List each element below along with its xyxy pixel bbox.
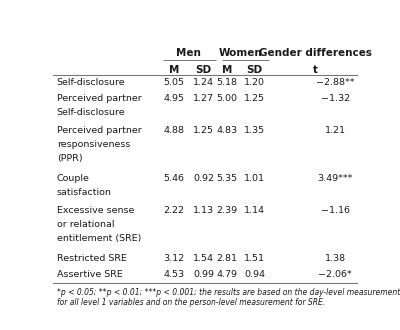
Text: 1.25: 1.25 [193,126,214,135]
Text: 1.14: 1.14 [244,206,265,215]
Text: 1.38: 1.38 [325,254,346,263]
Text: −1.16: −1.16 [321,206,350,215]
Text: 4.83: 4.83 [216,126,237,135]
Text: 4.88: 4.88 [164,126,184,135]
Text: M: M [169,65,179,75]
Text: 0.94: 0.94 [244,270,265,279]
Text: SD: SD [246,65,263,75]
Text: entitlement (SRE): entitlement (SRE) [57,234,141,243]
Text: 1.13: 1.13 [193,206,214,215]
Text: 5.00: 5.00 [216,94,237,103]
Text: 4.95: 4.95 [164,94,184,103]
Text: 5.35: 5.35 [216,174,237,183]
Text: 1.21: 1.21 [325,126,346,135]
Text: Gender differences: Gender differences [258,49,372,58]
Text: 1.35: 1.35 [244,126,265,135]
Text: Self-disclosure: Self-disclosure [57,78,126,87]
Text: (PPR): (PPR) [57,154,82,163]
Text: satisfaction: satisfaction [57,188,112,197]
Text: 1.20: 1.20 [244,78,265,87]
Text: 1.54: 1.54 [193,254,214,263]
Text: 3.49***: 3.49*** [318,174,353,183]
Text: Restricted SRE: Restricted SRE [57,254,127,263]
Text: −2.06*: −2.06* [318,270,352,279]
Text: 1.27: 1.27 [193,94,214,103]
Text: 2.81: 2.81 [216,254,237,263]
Text: 0.92: 0.92 [193,174,214,183]
Text: −2.88**: −2.88** [316,78,354,87]
Text: Excessive sense: Excessive sense [57,206,134,215]
Text: 2.39: 2.39 [216,206,237,215]
Text: 2.22: 2.22 [164,206,184,215]
Text: Perceived partner: Perceived partner [57,126,142,135]
Text: or relational: or relational [57,220,114,229]
Text: Women: Women [219,49,262,58]
Text: 5.46: 5.46 [164,174,184,183]
Text: t: t [312,65,318,75]
Text: 4.53: 4.53 [164,270,184,279]
Text: Assertive SRE: Assertive SRE [57,270,122,279]
Text: 0.99: 0.99 [193,270,214,279]
Text: Men: Men [176,49,200,58]
Text: −1.32: −1.32 [321,94,350,103]
Text: responsiveness: responsiveness [57,140,130,149]
Text: M: M [222,65,232,75]
Text: 1.01: 1.01 [244,174,265,183]
Text: 4.79: 4.79 [216,270,237,279]
Text: 3.12: 3.12 [164,254,184,263]
Text: 1.25: 1.25 [244,94,265,103]
Text: Couple: Couple [57,174,90,183]
Text: for all level 1 variables and on the person-level measurement for SRE.: for all level 1 variables and on the per… [57,298,325,307]
Text: SD: SD [195,65,212,75]
Text: Self-disclosure: Self-disclosure [57,108,126,117]
Text: 1.24: 1.24 [193,78,214,87]
Text: 5.18: 5.18 [216,78,237,87]
Text: 5.05: 5.05 [164,78,184,87]
Text: 1.51: 1.51 [244,254,265,263]
Text: Perceived partner: Perceived partner [57,94,142,103]
Text: *p < 0.05; **p < 0.01; ***p < 0.001; the results are based on the day-level meas: *p < 0.05; **p < 0.01; ***p < 0.001; the… [57,288,400,297]
